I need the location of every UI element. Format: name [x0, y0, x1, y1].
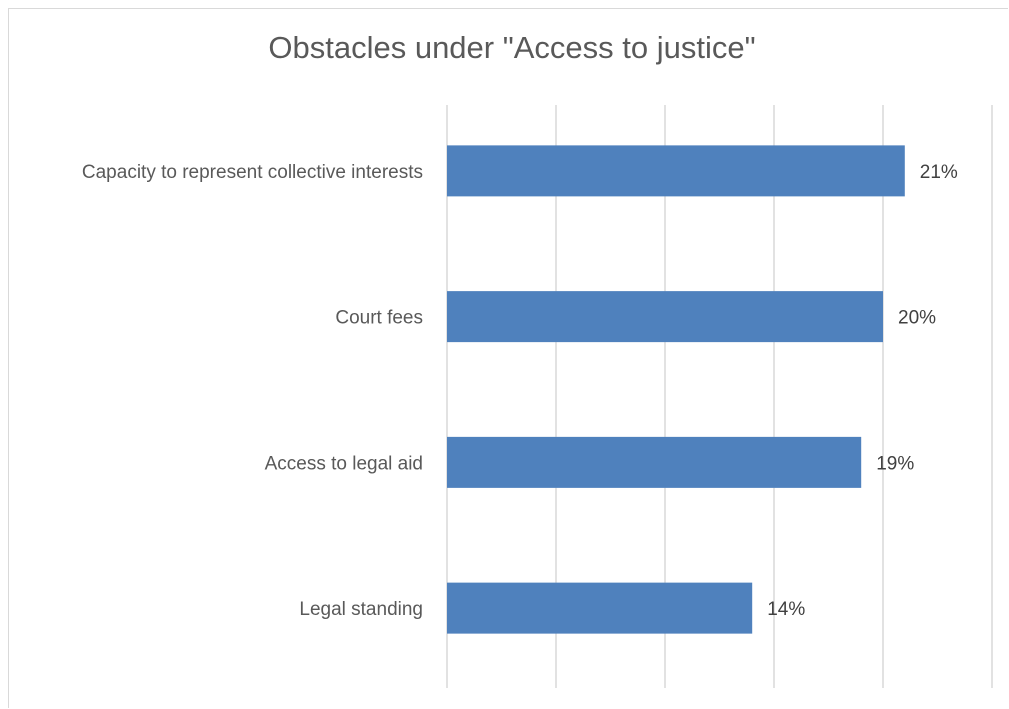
- labels: Capacity to represent collective interes…: [82, 162, 958, 620]
- data-label: 21%: [920, 162, 958, 183]
- category-label: Capacity to represent collective interes…: [82, 162, 423, 183]
- category-label: Court fees: [335, 308, 423, 329]
- chart-title: Obstacles under "Access to justice": [268, 30, 756, 65]
- data-label: 20%: [898, 308, 936, 329]
- bar: [447, 145, 905, 197]
- bar: [447, 436, 862, 488]
- category-label: Legal standing: [299, 599, 423, 620]
- category-label: Access to legal aid: [265, 453, 423, 474]
- data-label: 19%: [876, 453, 914, 474]
- data-label: 14%: [767, 599, 805, 620]
- bar: [447, 291, 883, 343]
- bars: [447, 145, 905, 634]
- bar: [447, 582, 753, 634]
